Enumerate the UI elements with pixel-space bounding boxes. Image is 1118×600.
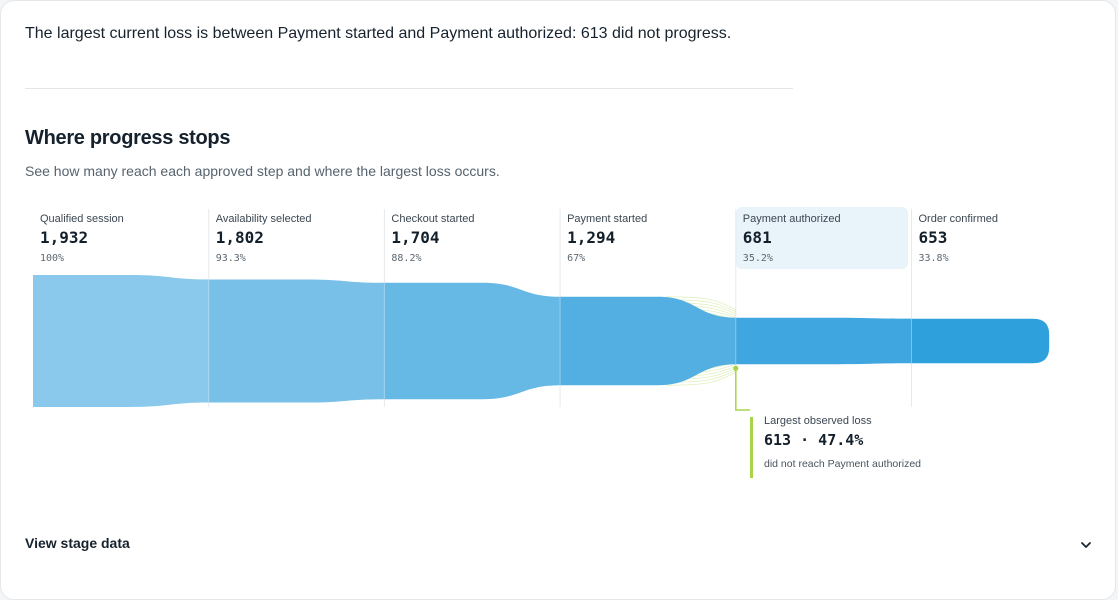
stage-label-3: Payment started 1,294 67% [560, 207, 733, 269]
funnel-segment-0 [33, 275, 210, 407]
loss-streak [665, 371, 736, 386]
stage-name: Payment authorized [742, 213, 841, 225]
stage-label-4: Payment authorized 681 35.2% [735, 207, 909, 269]
stage-percent: 88.2% [391, 253, 422, 264]
funnel-segment-2 [384, 282, 561, 400]
stage-percent: 33.8% [918, 253, 949, 264]
loss-streak [665, 296, 736, 311]
stage-count: 1,802 [215, 228, 264, 247]
stage-name: Availability selected [215, 213, 312, 225]
stage-label-2: Checkout started 1,704 88.2% [384, 207, 557, 269]
largest-loss-callout: Largest observed loss 613 · 47.4% did no… [764, 415, 921, 470]
stage-label-0: Qualified session 1,932 100% [33, 207, 206, 269]
stage-percent: 67% [567, 253, 586, 264]
section-subtitle: See how many reach each approved step an… [25, 163, 500, 179]
stage-count: 1,294 [567, 228, 616, 247]
loss-marker [733, 365, 739, 371]
largest-loss-description: did not reach Payment authorized [764, 458, 922, 470]
funnel-segment-1 [208, 279, 385, 403]
funnel-segment-3 [560, 296, 737, 386]
stage-count: 681 [742, 228, 772, 247]
stage-name: Checkout started [391, 213, 475, 225]
stage-name: Qualified session [40, 213, 124, 225]
stage-label-1: Availability selected 1,802 93.3% [209, 207, 382, 269]
loss-summary-text: The largest current loss is between Paym… [25, 25, 732, 42]
stage-percent: 35.2% [742, 253, 773, 264]
stage-name: Order confirmed [918, 213, 998, 225]
largest-loss-title: Largest observed loss [764, 415, 872, 427]
funnel-segment-4 [735, 317, 912, 365]
loss-connector [735, 370, 750, 411]
stage-count: 1,932 [40, 228, 89, 247]
funnel-segment-5 [911, 318, 1050, 364]
stage-percent: 100% [40, 253, 65, 264]
stage-percent: 93.3% [215, 253, 246, 264]
stage-count: 1,704 [391, 228, 440, 247]
stage-count: 653 [918, 228, 948, 247]
stage-label-5: Order confirmed 653 33.8% [912, 207, 1085, 269]
chevron-down-icon[interactable] [1078, 537, 1094, 553]
largest-loss-value: 613 · 47.4% [764, 431, 864, 449]
divider [25, 88, 793, 89]
stage-name: Payment started [567, 213, 648, 225]
section-title: Where progress stops [25, 127, 231, 149]
view-stage-data-button[interactable]: View stage data [25, 535, 130, 551]
